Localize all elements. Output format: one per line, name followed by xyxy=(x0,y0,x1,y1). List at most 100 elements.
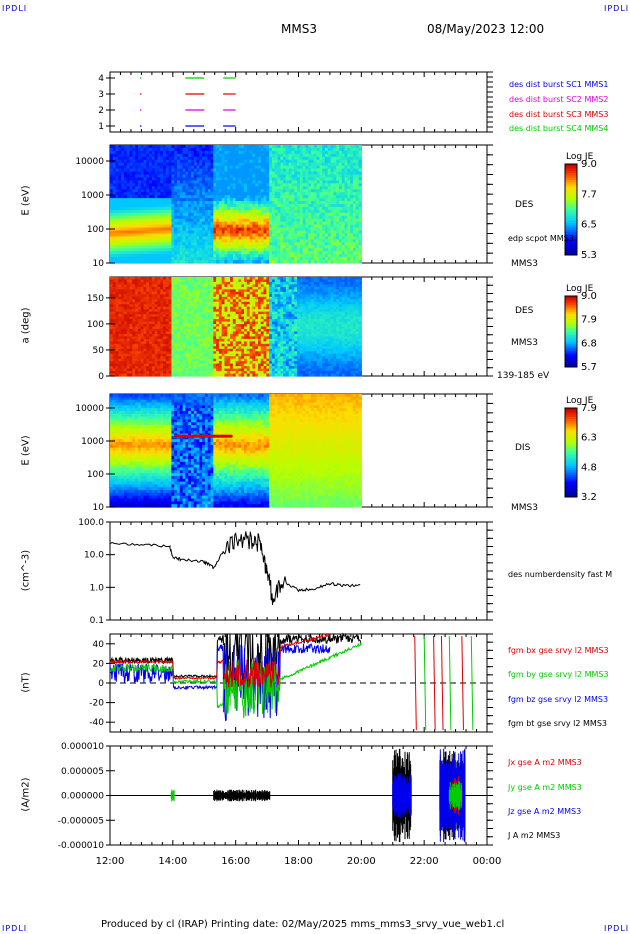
des-pitch-pixel xyxy=(140,331,145,335)
des-energy-pixel xyxy=(213,254,217,258)
des-energy-pixel xyxy=(190,153,195,158)
des-pitch-pixel xyxy=(121,356,125,360)
des-pitch-pixel xyxy=(154,281,159,286)
des-pitch-pixel xyxy=(115,299,119,303)
des-energy-pixel xyxy=(258,162,262,167)
des-pitch-pixel xyxy=(112,279,117,283)
des-energy-pixel xyxy=(174,180,178,184)
des-energy-pixel xyxy=(263,251,267,255)
des-pitch-pixel xyxy=(132,328,136,333)
des-energy-pixel xyxy=(280,239,284,243)
des-energy-pixel xyxy=(185,218,189,223)
des-energy-pixel xyxy=(154,248,159,252)
des-energy-pixel xyxy=(316,224,321,229)
des-energy-pixel xyxy=(338,204,343,208)
des-energy-pixel xyxy=(216,204,220,208)
des-energy-pixel xyxy=(163,186,167,190)
des-energy-pixel xyxy=(358,186,362,190)
des-energy-pixel xyxy=(224,162,228,167)
des-energy-pixel xyxy=(252,186,256,190)
des-energy-pixel xyxy=(204,218,209,223)
des-energy-pixel xyxy=(297,236,301,240)
des-energy-pixel xyxy=(347,218,351,223)
des-energy-pixel xyxy=(327,147,332,152)
des-energy-pixel xyxy=(196,206,200,211)
des-energy-pixel xyxy=(338,209,343,214)
des-energy-pixel xyxy=(207,215,212,220)
des-energy-pixel xyxy=(246,198,251,202)
des-energy-pixel xyxy=(224,242,228,246)
des-energy-pixel xyxy=(241,227,245,232)
des-energy-pixel xyxy=(221,233,226,238)
des-pitch-pixel xyxy=(140,281,145,286)
des-energy-pixel xyxy=(338,257,343,261)
des-energy-pixel xyxy=(238,260,242,264)
des-energy-pixel xyxy=(260,177,265,181)
des-energy-pixel xyxy=(358,248,362,252)
des-energy-pixel xyxy=(358,227,362,232)
des-energy-pixel xyxy=(350,159,354,164)
des-energy-pixel xyxy=(129,245,133,249)
des-pitch-pixel xyxy=(115,277,119,281)
des-energy-pixel xyxy=(308,245,312,249)
des-energy-pixel xyxy=(213,162,217,167)
des-pitch-pixel xyxy=(129,301,133,305)
des-pitch-pixel xyxy=(118,309,122,313)
des-energy-pixel xyxy=(112,242,117,246)
des-energy-pixel xyxy=(322,198,326,202)
des-energy-pixel xyxy=(135,180,139,184)
des-energy-pixel xyxy=(188,145,192,149)
des-energy-pixel xyxy=(355,177,360,181)
des-energy-pixel xyxy=(285,147,290,152)
des-energy-pixel xyxy=(218,145,223,149)
des-energy-pixel xyxy=(252,145,256,149)
des-energy-pixel xyxy=(177,150,181,155)
des-energy-pixel xyxy=(151,242,156,246)
des-energy-pixel xyxy=(274,189,279,193)
des-pitch-pixel xyxy=(137,328,142,333)
des-energy-pixel xyxy=(185,145,189,149)
des-pitch-pixel xyxy=(135,324,139,328)
des-energy-pixel xyxy=(308,165,312,170)
des-energy-pixel xyxy=(210,201,214,205)
des-energy-pixel xyxy=(207,260,212,264)
des-energy-pixel xyxy=(274,218,279,223)
des-energy-pixel xyxy=(168,153,173,158)
des-energy-pixel xyxy=(218,212,223,217)
des-energy-pixel xyxy=(160,168,164,173)
des-pitch-pixel xyxy=(143,291,147,295)
des-energy-pixel xyxy=(177,147,181,152)
des-energy-pixel xyxy=(244,168,248,173)
des-energy-pixel xyxy=(210,251,214,255)
des-pitch-pixel xyxy=(146,299,150,303)
des-energy-pixel xyxy=(352,254,357,258)
des-energy-pixel xyxy=(154,183,159,187)
des-energy-pixel xyxy=(168,218,173,223)
des-pitch-pixel xyxy=(121,351,125,355)
des-energy-pixel xyxy=(316,159,321,164)
des-pitch-pixel xyxy=(121,324,125,328)
des-energy-pixel xyxy=(230,177,234,181)
des-pitch-pixel xyxy=(137,324,142,328)
des-energy-pixel xyxy=(157,183,161,187)
des-energy-pixel xyxy=(244,186,248,190)
des-energy-pixel xyxy=(137,248,142,252)
des-energy-pixel xyxy=(246,150,251,155)
des-energy-pixel xyxy=(308,212,312,217)
des-energy-pixel xyxy=(322,186,326,190)
des-pitch-pixel xyxy=(129,368,133,372)
des-pitch-pixel xyxy=(140,338,145,342)
des-energy-pixel xyxy=(160,245,164,249)
des-energy-pixel xyxy=(216,145,220,149)
des-pitch-pixel xyxy=(137,284,142,288)
des-pitch-pixel xyxy=(154,279,159,283)
des-pitch-pixel xyxy=(149,291,153,295)
des-pitch-pixel xyxy=(146,304,150,308)
des-energy-pixel xyxy=(182,224,186,229)
des-energy-pixel xyxy=(121,257,125,261)
des-energy-pixel xyxy=(207,239,212,243)
des-energy-pixel xyxy=(344,145,348,149)
des-pitch-pixel xyxy=(110,351,114,355)
des-energy-pixel xyxy=(157,209,161,214)
des-pitch-pixel xyxy=(137,351,142,355)
